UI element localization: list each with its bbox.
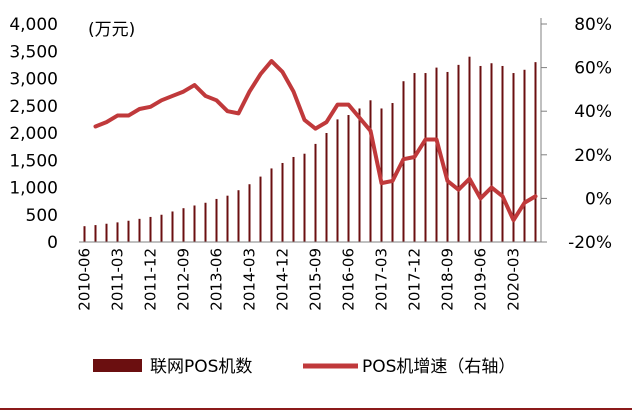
left-tick-label: 3,500 — [9, 42, 58, 62]
left-tick-label: 4,000 — [9, 15, 58, 35]
bar — [270, 168, 273, 242]
axes — [79, 18, 542, 243]
x-label-group: 2011-12 — [142, 248, 160, 311]
x-tick-label: 2010-06 — [76, 248, 94, 311]
x-tick-label: 2015-09 — [307, 248, 325, 311]
x-tick-label: 2018-09 — [439, 248, 457, 311]
legend-line-label: POS机增速（右轴） — [362, 357, 515, 377]
x-label-group: 2011-03 — [109, 248, 127, 311]
x-tick-label: 2017-12 — [406, 248, 424, 311]
bar — [83, 226, 86, 242]
left-tick-label: 2,500 — [9, 97, 58, 117]
x-label-group: 2018-09 — [439, 248, 457, 311]
x-axis-labels: 2010-06 2011-03 2011-12 2012-09 2013-06 2014-… — [76, 248, 523, 311]
bar — [512, 73, 515, 242]
bar — [248, 184, 251, 242]
right-tick-label: 20% — [574, 146, 612, 166]
x-label-group: 2015-09 — [307, 248, 325, 311]
left-tick-label: 500 — [26, 206, 58, 226]
x-tick-label: 2014-03 — [241, 248, 259, 311]
x-tick-label: 2014-12 — [274, 248, 292, 311]
bar — [303, 153, 306, 242]
bar — [215, 198, 218, 242]
bar — [226, 195, 229, 242]
right-tick-label: -20% — [568, 233, 612, 253]
bar — [281, 162, 284, 242]
x-tick-label: 2020-03 — [505, 248, 523, 311]
x-tick-label: 2011-12 — [142, 248, 160, 311]
x-tick-label: 2011-03 — [109, 248, 127, 311]
bar — [116, 222, 119, 242]
bar — [94, 225, 97, 242]
bar — [446, 71, 449, 243]
x-tick-label: 2019-06 — [472, 248, 490, 311]
bar — [171, 211, 174, 242]
bar — [149, 216, 152, 242]
bar — [292, 156, 295, 242]
x-label-group: 2020-03 — [505, 248, 523, 311]
legend-bar-swatch — [93, 359, 142, 372]
x-tick-label: 2016-06 — [340, 248, 358, 311]
bar — [314, 143, 317, 242]
bar — [127, 220, 130, 242]
x-label-group: 2017-12 — [406, 248, 424, 311]
bar — [523, 69, 526, 242]
growth-line — [93, 59, 538, 223]
left-tick-label: 3,000 — [9, 70, 58, 90]
x-label-group: 2014-03 — [241, 248, 259, 311]
x-label-group: 2010-06 — [76, 248, 94, 311]
bar — [204, 202, 207, 242]
x-label-group: 2019-06 — [472, 248, 490, 311]
bar — [479, 65, 482, 242]
bar — [105, 223, 108, 242]
right-tick-label: 0% — [585, 189, 612, 209]
x-tick-label: 2012-09 — [175, 248, 193, 311]
left-axis-ticks: 0 500 1,000 1,500 2,000 2,500 3,000 3,500 4,000 — [9, 15, 58, 253]
bar — [347, 115, 350, 242]
bar — [358, 108, 361, 242]
bar — [501, 65, 504, 242]
bar-series — [83, 56, 537, 243]
line-series — [93, 59, 538, 223]
left-tick-label: 1,500 — [9, 151, 58, 171]
bar — [490, 63, 493, 242]
bar — [138, 218, 141, 242]
x-label-group: 2012-09 — [175, 248, 193, 311]
bar — [369, 100, 372, 242]
x-tick-label: 2017-03 — [373, 248, 391, 311]
x-label-group: 2014-12 — [274, 248, 292, 311]
right-tick-label: 60% — [574, 59, 612, 79]
bar — [160, 214, 163, 242]
bar — [325, 133, 328, 242]
left-tick-label: 0 — [47, 233, 58, 253]
bar — [435, 67, 438, 242]
bar — [457, 64, 460, 243]
bar — [259, 176, 262, 242]
bar — [336, 119, 339, 243]
right-axis-ticks: -20% 0% 20% 40% 60% 80% — [541, 15, 612, 253]
x-tick-label: 2013-06 — [208, 248, 226, 311]
bar — [424, 73, 427, 242]
bar — [391, 103, 394, 242]
bar — [193, 205, 196, 242]
left-tick-label: 2,000 — [9, 124, 58, 144]
bar — [468, 56, 471, 243]
bar — [534, 62, 537, 243]
unit-label: (万元) — [88, 20, 135, 40]
x-label-group: 2016-06 — [340, 248, 358, 311]
left-tick-label: 1,000 — [9, 179, 58, 199]
x-label-group: 2017-03 — [373, 248, 391, 311]
right-tick-label: 80% — [574, 15, 612, 35]
x-label-group: 2013-06 — [208, 248, 226, 311]
legend: 联网POS机数 POS机增速（右轴） — [93, 357, 515, 377]
legend-bar-label: 联网POS机数 — [150, 357, 252, 377]
right-tick-label: 40% — [574, 102, 612, 122]
bar — [237, 190, 240, 242]
bar — [182, 208, 185, 242]
